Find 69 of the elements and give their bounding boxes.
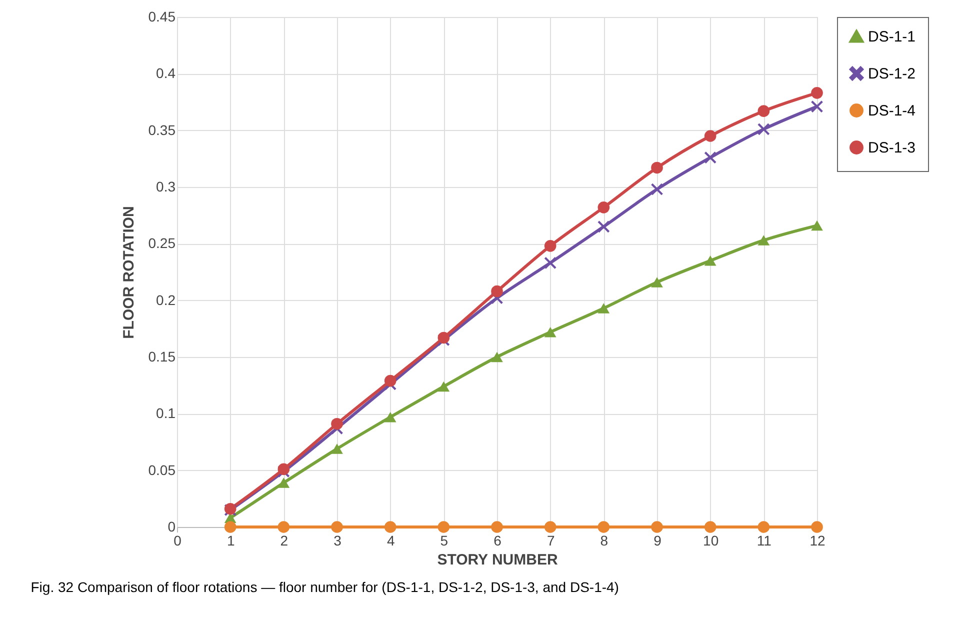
point xyxy=(758,105,770,117)
point xyxy=(331,521,343,533)
point xyxy=(224,521,236,533)
y-tick-label: 0 xyxy=(168,518,176,534)
x-tick-label: 7 xyxy=(546,532,555,548)
point xyxy=(384,521,396,533)
legend-label: DS-1-2 xyxy=(868,66,916,82)
y-tick-label: 0.4 xyxy=(156,65,176,82)
point xyxy=(758,521,770,533)
y-tick-label: 0.1 xyxy=(156,405,176,422)
point xyxy=(491,352,503,362)
point xyxy=(544,257,556,269)
x-axis-title: STORY NUMBER xyxy=(437,552,558,568)
point xyxy=(811,100,823,112)
legend-label: DS-1-3 xyxy=(868,140,916,156)
point xyxy=(598,303,610,314)
point xyxy=(811,521,823,533)
point xyxy=(278,463,290,476)
point xyxy=(544,521,556,533)
point xyxy=(598,521,610,533)
point xyxy=(384,412,396,422)
point xyxy=(438,381,450,392)
point xyxy=(651,277,663,288)
point xyxy=(758,235,770,246)
point xyxy=(278,521,290,533)
legend-label: DS-1-4 xyxy=(868,102,916,120)
y-tick-label: 0.45 xyxy=(148,8,176,24)
point xyxy=(544,240,556,252)
y-tick-label: 0.2 xyxy=(156,292,176,308)
x-tick-label: 5 xyxy=(440,532,448,548)
point xyxy=(331,418,343,430)
x-tick-label: 1 xyxy=(226,532,235,548)
point xyxy=(331,444,343,454)
point xyxy=(651,521,663,533)
x-tick-label: 12 xyxy=(810,532,826,548)
point xyxy=(438,521,450,533)
y-tick-label: 0.15 xyxy=(148,348,176,364)
x-tick-label: 4 xyxy=(386,532,395,548)
point xyxy=(384,374,396,387)
x-tick-label: 3 xyxy=(334,532,342,548)
y-tick-label: 0.3 xyxy=(156,178,176,194)
point xyxy=(598,201,610,214)
x-tick-label: 8 xyxy=(600,532,608,548)
point xyxy=(651,162,663,174)
point xyxy=(544,326,556,338)
x-tick-label: 6 xyxy=(494,532,502,548)
point xyxy=(704,152,716,164)
point xyxy=(704,256,716,266)
point xyxy=(651,183,663,196)
point xyxy=(598,220,610,233)
point xyxy=(704,130,716,142)
y-tick-label: 0.25 xyxy=(148,235,176,252)
x-tick-label: 9 xyxy=(654,532,662,548)
point xyxy=(704,521,716,533)
x-tick-label: 11 xyxy=(756,532,772,548)
point xyxy=(491,285,503,298)
y-tick-label: 0.05 xyxy=(148,462,176,478)
x-tick-label: 10 xyxy=(703,532,719,548)
y-axis-title: FLOOR ROTATION xyxy=(120,206,138,339)
point xyxy=(811,87,823,99)
y-tick-label: 0.35 xyxy=(148,122,176,138)
x-tick-label: 2 xyxy=(280,532,288,548)
point xyxy=(758,123,770,136)
legend-label: DS-1-1 xyxy=(868,28,916,46)
point xyxy=(811,220,823,231)
point xyxy=(491,521,503,533)
caption: Fig. 32 Comparison of floor rotations — floor number for (DS-1-1, DS-1-2, DS-1-3, and DS-1-4) xyxy=(30,579,619,595)
point xyxy=(278,478,290,488)
point xyxy=(438,332,450,344)
